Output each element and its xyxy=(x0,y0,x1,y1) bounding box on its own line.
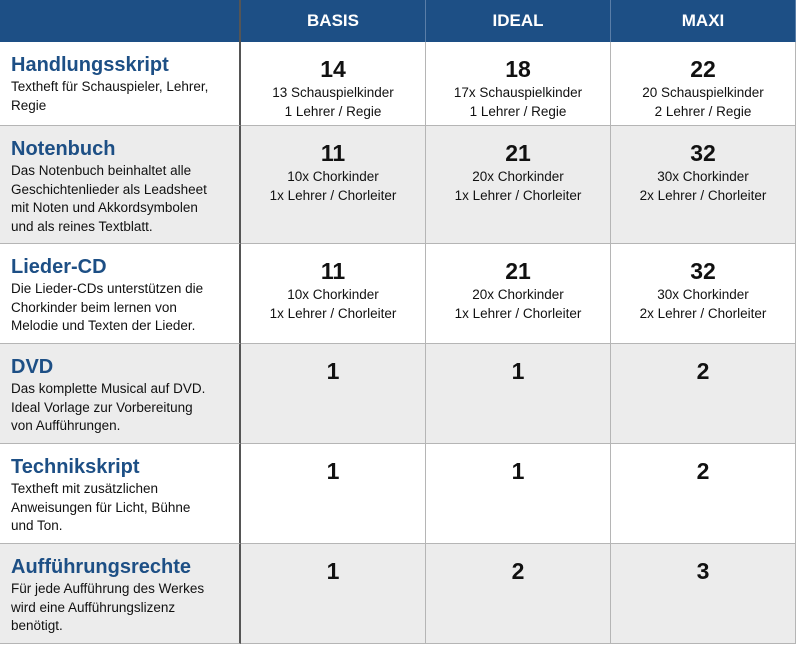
quantity: 1 xyxy=(326,458,340,484)
quantity-detail: 20x Chorkinder xyxy=(472,169,564,184)
column-header: IDEAL xyxy=(426,0,611,42)
quantity-detail: 17x Schauspielkinder xyxy=(453,85,583,100)
row-label: Notenbuch Das Notenbuch beinhaltet alle Ge… xyxy=(0,126,241,244)
quantity: 1 xyxy=(326,558,340,584)
row-label: Lieder-CD Die Lieder-CDs unterstützen die… xyxy=(0,244,241,344)
quantity-detail: 20x Chorkinder xyxy=(472,287,564,302)
row-description: Die Lieder-CDs unterstützen die xyxy=(11,281,204,296)
row-description: Das Notenbuch beinhaltet alle xyxy=(11,163,192,178)
row-description: Textheft für Schauspieler, Lehrer, xyxy=(11,79,209,94)
row-description: mit Noten und Akkordsymbolen xyxy=(11,200,198,215)
row-title: Lieder-CD xyxy=(11,256,107,278)
quantity-detail: 20 Schauspielkinder xyxy=(642,85,764,100)
row-title: DVD xyxy=(11,356,54,378)
row-description: benötigt. xyxy=(11,618,63,633)
quantity-detail: 13 Schauspielkinder xyxy=(272,85,394,100)
row-label: DVD Das komplette Musical auf DVD. Ideal V… xyxy=(0,344,241,444)
value-cell: 21 20x Chorkinder 1x Lehrer / Chorleiter xyxy=(426,126,611,244)
quantity: 2 xyxy=(696,458,710,484)
value-cell: 32 30x Chorkinder 2x Lehrer / Chorleiter xyxy=(611,126,796,244)
value-cell: 21 20x Chorkinder 1x Lehrer / Chorleiter xyxy=(426,244,611,344)
quantity-detail: 1x Lehrer / Chorleiter xyxy=(454,187,582,203)
quantity: 18 xyxy=(505,56,531,82)
quantity-detail: 1 Lehrer / Regie xyxy=(469,103,567,119)
quantity: 1 xyxy=(511,458,525,484)
quantity: 32 xyxy=(690,140,716,166)
row-description: Geschichtenlieder als Leadsheet xyxy=(11,181,207,197)
row-description: Chorkinder beim lernen von xyxy=(11,299,177,315)
quantity: 21 xyxy=(505,140,531,166)
quantity: 11 xyxy=(320,140,346,166)
row-description: Textheft mit zusätzlichen xyxy=(11,481,159,496)
quantity: 11 xyxy=(320,258,346,284)
row-title: Notenbuch xyxy=(11,138,116,160)
row-label: Technikskript Textheft mit zusätzlichen An… xyxy=(0,444,241,544)
quantity-detail: 1x Lehrer / Chorleiter xyxy=(269,187,397,203)
value-cell: 3 xyxy=(611,544,796,644)
value-cell: 2 xyxy=(426,544,611,644)
row-description: Ideal Vorlage zur Vorbereitung xyxy=(11,399,193,415)
row-description: Für jede Aufführung des Werkes xyxy=(11,581,205,596)
value-cell: 1 xyxy=(426,344,611,444)
quantity-detail: 10x Chorkinder xyxy=(287,287,379,302)
value-cell: 32 30x Chorkinder 2x Lehrer / Chorleiter xyxy=(611,244,796,344)
row-description: Regie xyxy=(11,97,47,113)
value-cell: 1 xyxy=(426,444,611,544)
quantity: 3 xyxy=(696,558,710,584)
value-cell: 18 17x Schauspielkinder 1 Lehrer / Regie xyxy=(426,42,611,126)
row-label: Aufführungsrechte Für jede Aufführung des… xyxy=(0,544,241,644)
row-description: und als reines Textblatt. xyxy=(11,218,153,234)
quantity: 1 xyxy=(326,358,340,384)
quantity-detail: 1x Lehrer / Chorleiter xyxy=(269,305,397,321)
value-cell: 2 xyxy=(611,344,796,444)
quantity: 2 xyxy=(511,558,525,584)
column-header: MAXI xyxy=(611,0,796,42)
row-title: Aufführungsrechte xyxy=(11,556,191,578)
row-description: wird eine Aufführungslizenz xyxy=(11,599,176,615)
value-cell: 1 xyxy=(241,444,426,544)
quantity-detail: 2x Lehrer / Chorleiter xyxy=(639,187,767,203)
row-description: Anweisungen für Licht, Bühne xyxy=(11,499,191,515)
row-label: Handlungsskript Textheft für Schauspieler… xyxy=(0,42,241,126)
quantity-detail: 2 Lehrer / Regie xyxy=(654,103,752,119)
quantity: 1 xyxy=(511,358,525,384)
row-description: und Ton. xyxy=(11,518,63,533)
value-cell: 22 20 Schauspielkinder 2 Lehrer / Regie xyxy=(611,42,796,126)
row-description: Das komplette Musical auf DVD. xyxy=(11,381,206,396)
quantity: 21 xyxy=(505,258,531,284)
row-title: Handlungsskript xyxy=(11,54,169,76)
value-cell: 1 xyxy=(241,544,426,644)
value-cell: 1 xyxy=(241,344,426,444)
quantity-detail: 10x Chorkinder xyxy=(287,169,379,184)
quantity: 2 xyxy=(696,358,710,384)
quantity-detail: 1 Lehrer / Regie xyxy=(284,103,382,119)
row-description: von Aufführungen. xyxy=(11,418,121,433)
quantity: 14 xyxy=(320,56,346,82)
value-cell: 2 xyxy=(611,444,796,544)
quantity-detail: 2x Lehrer / Chorleiter xyxy=(639,305,767,321)
row-description: Melodie und Texten der Lieder. xyxy=(11,318,196,333)
row-title: Technikskript xyxy=(11,456,140,478)
value-cell: 11 10x Chorkinder 1x Lehrer / Chorleiter xyxy=(241,244,426,344)
value-cell: 11 10x Chorkinder 1x Lehrer / Chorleiter xyxy=(241,126,426,244)
quantity: 22 xyxy=(690,56,716,82)
quantity-detail: 1x Lehrer / Chorleiter xyxy=(454,305,582,321)
column-header: BASIS xyxy=(241,0,426,42)
value-cell: 14 13 Schauspielkinder 1 Lehrer / Regie xyxy=(241,42,426,126)
quantity-detail: 30x Chorkinder xyxy=(657,287,749,302)
quantity: 32 xyxy=(690,258,716,284)
header-corner xyxy=(0,0,241,42)
quantity-detail: 30x Chorkinder xyxy=(657,169,749,184)
